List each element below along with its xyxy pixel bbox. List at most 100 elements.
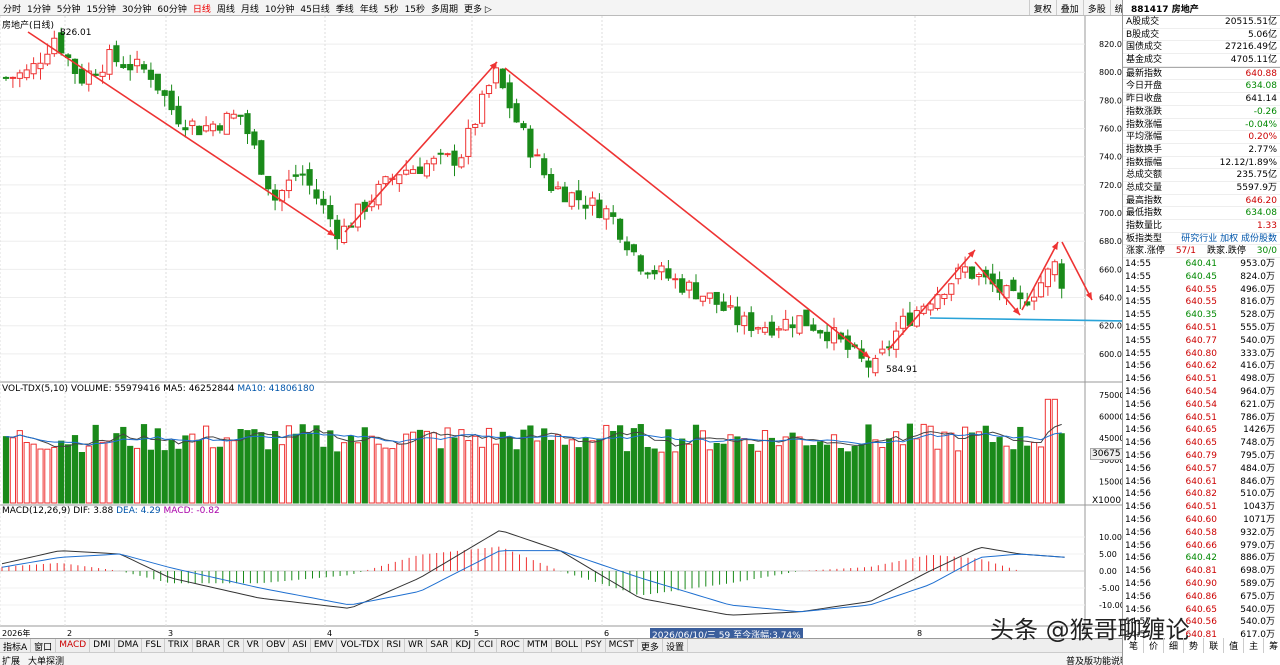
period-tab-8[interactable]: 月线 bbox=[240, 5, 259, 15]
period-tab-3[interactable]: 15分钟 bbox=[86, 5, 116, 15]
candle-body bbox=[699, 295, 706, 302]
indicator-tab-25[interactable]: 设置 bbox=[663, 639, 688, 653]
stat-row-11: 最低指数 634.08 bbox=[1123, 207, 1280, 220]
candle-body bbox=[285, 179, 292, 192]
volume-bar bbox=[989, 442, 996, 504]
indicator-tab-14[interactable]: RSI bbox=[383, 639, 406, 652]
panel-btn-2[interactable]: 细 bbox=[1164, 638, 1185, 653]
panel-btn-3[interactable]: 势 bbox=[1184, 638, 1205, 653]
indicator-tab-4[interactable]: DMA bbox=[115, 639, 143, 652]
volume-bar bbox=[713, 442, 720, 504]
candle-body bbox=[140, 64, 148, 70]
indicator-tab-9[interactable]: VR bbox=[244, 639, 264, 652]
tick-row: 14:56 640.51 1043万 bbox=[1125, 502, 1275, 513]
indicator-tab-2[interactable]: MACD bbox=[56, 639, 91, 652]
period-tab-9[interactable]: 10分钟 bbox=[264, 5, 295, 15]
tool-button-1[interactable]: 叠加 bbox=[1055, 0, 1083, 15]
indicator-tab-8[interactable]: CR bbox=[224, 639, 244, 652]
period-tab-2[interactable]: 5分钟 bbox=[56, 5, 81, 15]
period-tab-4[interactable]: 30分钟 bbox=[121, 5, 152, 15]
candle-body bbox=[189, 120, 196, 127]
panel-btn-0[interactable]: 笔 bbox=[1124, 638, 1145, 653]
candle-body bbox=[734, 306, 741, 326]
panel-btn-4[interactable]: 联 bbox=[1204, 638, 1225, 653]
volume-bar bbox=[237, 429, 244, 504]
expand-button[interactable]: 扩展 bbox=[2, 657, 21, 665]
indicator-tab-21[interactable]: BOLL bbox=[552, 639, 583, 652]
trend-arrow bbox=[344, 61, 498, 233]
period-tab-6[interactable]: 日线 bbox=[192, 5, 211, 15]
candle-body bbox=[672, 278, 679, 281]
period-tab-15[interactable]: 多周期 bbox=[431, 5, 459, 15]
volume-bar bbox=[120, 426, 127, 504]
tool-button-2[interactable]: 多股 bbox=[1082, 0, 1110, 15]
arrow-head bbox=[1085, 292, 1092, 300]
indicator-tab-7[interactable]: BRAR bbox=[193, 639, 225, 652]
indicator-tab-13[interactable]: VOL-TDX bbox=[337, 639, 384, 652]
tick-row: 14:56 640.65 748.0万 bbox=[1125, 438, 1275, 449]
candle-body bbox=[775, 328, 782, 331]
panel-btn-1[interactable]: 价 bbox=[1144, 638, 1165, 653]
macd-title: MACD(12,26,9) bbox=[2, 506, 71, 516]
panel-btn-7[interactable]: 筹 bbox=[1264, 638, 1280, 653]
candle-body bbox=[782, 318, 789, 331]
candle-body bbox=[327, 205, 334, 220]
panel-btn-5[interactable]: 值 bbox=[1224, 638, 1245, 653]
indicator-tab-15[interactable]: WR bbox=[405, 639, 428, 652]
indicator-tab-3[interactable]: DMI bbox=[90, 639, 115, 652]
date-axis-label: 2 bbox=[67, 629, 72, 638]
indicator-tab-12[interactable]: EMV bbox=[311, 639, 338, 652]
candle-body bbox=[78, 68, 86, 84]
indicator-tab-1[interactable]: 窗口 bbox=[31, 639, 57, 653]
volume-bar bbox=[389, 448, 396, 504]
period-tab-10[interactable]: 45日线 bbox=[300, 5, 330, 15]
volume-bar bbox=[610, 430, 617, 504]
vol-ma5-line bbox=[5, 423, 1062, 447]
indicator-tab-16[interactable]: SAR bbox=[427, 639, 453, 652]
arrow-head bbox=[489, 62, 497, 70]
indicator-tab-5[interactable]: FSL bbox=[142, 639, 166, 652]
period-tab-14[interactable]: 15秒 bbox=[404, 5, 426, 15]
period-tab-11[interactable]: 季线 bbox=[335, 5, 354, 15]
volume-bar bbox=[106, 440, 113, 504]
tick-row: 14:55 640.51 555.0万 bbox=[1125, 323, 1275, 334]
period-tab-13[interactable]: 5秒 bbox=[383, 5, 399, 15]
period-tab-5[interactable]: 60分钟 bbox=[157, 5, 187, 15]
indicator-tab-23[interactable]: MCST bbox=[606, 639, 638, 652]
indicator-tab-20[interactable]: MTM bbox=[524, 639, 552, 652]
price-tick-label: 800.0 bbox=[1099, 68, 1122, 77]
volume-bar bbox=[1051, 398, 1058, 504]
market-row-1: B股成交 5.06亿 bbox=[1123, 29, 1280, 42]
indicator-tab-18[interactable]: CCI bbox=[475, 639, 498, 652]
volume-bar bbox=[879, 447, 886, 504]
period-tab-16[interactable]: 更多 ▷ bbox=[464, 5, 492, 15]
indicator-tab-24[interactable]: 更多 bbox=[638, 639, 663, 653]
period-tab-1[interactable]: 1分钟 bbox=[27, 5, 51, 15]
tick-row: 14:56 640.42 886.0万 bbox=[1125, 553, 1275, 564]
chart-area[interactable]: 820.0800.0780.0760.0740.0720.0700.0680.0… bbox=[0, 0, 1122, 638]
help-link[interactable]: 普及版功能说明 bbox=[1066, 657, 1130, 665]
period-tab-12[interactable]: 年线 bbox=[359, 5, 378, 15]
quote-panel: 881417 房地产 A股成交 20515.51亿 B股成交 5.06亿 国债成交 272… bbox=[1122, 0, 1280, 665]
big-order-button[interactable]: 大单探测 bbox=[28, 657, 65, 665]
tool-button-0[interactable]: 复权 bbox=[1028, 0, 1056, 15]
volume-bar bbox=[541, 428, 548, 504]
period-tab-0[interactable]: 分时 bbox=[3, 5, 22, 15]
indicator-tab-19[interactable]: ROC bbox=[497, 639, 524, 652]
indicator-tab-17[interactable]: KDJ bbox=[452, 639, 475, 652]
indicator-tab-22[interactable]: PSY bbox=[582, 639, 606, 652]
period-tab-7[interactable]: 周线 bbox=[216, 5, 235, 15]
volume-bar bbox=[672, 451, 679, 504]
indicator-tab-10[interactable]: OBV bbox=[263, 639, 290, 652]
volume-bar bbox=[768, 437, 775, 504]
indicator-tab-11[interactable]: ASI bbox=[289, 639, 311, 652]
indicator-tab-0[interactable]: 指标A bbox=[0, 639, 32, 653]
candle-body bbox=[306, 169, 313, 186]
volume-bar bbox=[520, 429, 527, 504]
indicator-tab-6[interactable]: TRIX bbox=[165, 639, 193, 652]
vol-header: VOL-TDX(5,10) VOLUME: 55979416 MA5: 4625… bbox=[2, 384, 314, 394]
date-axis-label: 4 bbox=[327, 629, 332, 638]
volume-bar bbox=[209, 447, 217, 504]
candle-body bbox=[299, 173, 306, 176]
panel-btn-6[interactable]: 主 bbox=[1244, 638, 1265, 653]
